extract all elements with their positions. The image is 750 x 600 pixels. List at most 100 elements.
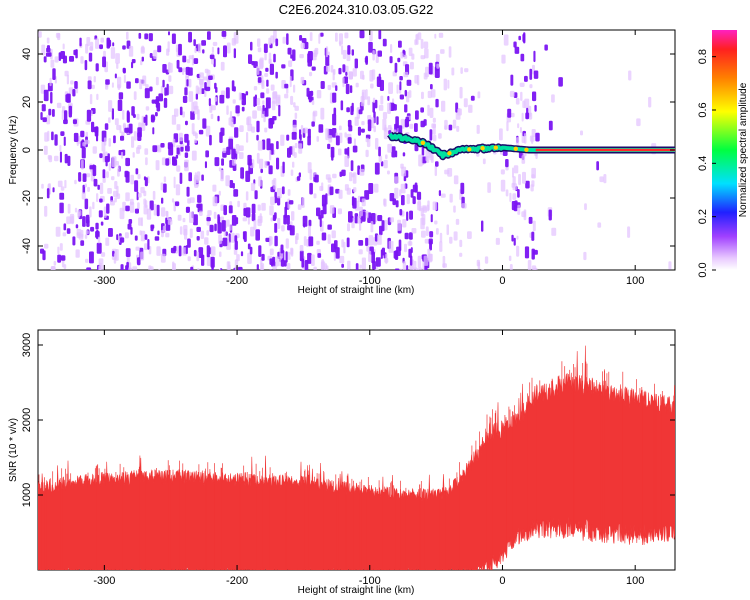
spectrogram-cell — [460, 182, 465, 195]
x-tick-label: -200 — [226, 575, 248, 587]
colorbar-tick-label: 0.6 — [697, 102, 709, 117]
spectrogram-cell — [56, 102, 62, 109]
spectrogram-cell — [455, 218, 460, 225]
spectrogram-cell — [439, 232, 443, 243]
spectrogram-cell — [257, 77, 262, 83]
spectrogram-cell — [521, 211, 526, 218]
spectrogram-cell — [309, 32, 313, 42]
spectrogram-cell — [417, 74, 420, 86]
spectrogram-cell — [221, 31, 227, 37]
spectrogram-cell — [308, 219, 312, 227]
signal-hotspot — [493, 145, 498, 150]
spectrogram-cell — [251, 213, 256, 222]
spectrogram-cell — [144, 33, 149, 40]
spectrogram-cell — [393, 250, 398, 259]
spectrogram-cell — [120, 264, 124, 270]
spectrogram-cell — [283, 214, 287, 225]
spectrogram-cell — [43, 145, 48, 155]
spectrogram-cell — [126, 81, 131, 89]
spectrogram-cell — [597, 222, 602, 228]
spectrogram-cell — [402, 152, 406, 157]
spectrogram-cell — [197, 109, 200, 121]
spectrogram-cell — [316, 90, 322, 99]
spectrogram-cell — [359, 264, 362, 269]
spectrogram-cell — [194, 183, 199, 188]
spectrogram-cell — [384, 219, 388, 231]
spectrogram-cell — [307, 51, 313, 61]
spectrogram-cell — [117, 168, 120, 177]
spectrogram-cell — [206, 217, 211, 222]
spectrogram-cell — [388, 240, 394, 253]
spectrogram-cell — [344, 132, 347, 138]
spectrogram-cell — [295, 233, 299, 241]
spectrogram-cell — [286, 215, 290, 225]
spectrogram-cell — [354, 213, 359, 224]
spectrogram-cell — [46, 188, 50, 199]
spectrogram-cell — [387, 143, 392, 153]
spectrogram-cell — [438, 133, 442, 139]
spectrogram-cell — [241, 106, 245, 112]
spectrogram-cell — [453, 231, 458, 241]
spectrogram-cell — [423, 255, 429, 266]
spectrogram-cell — [155, 76, 159, 86]
spectrogram-cell — [517, 204, 521, 215]
spectrogram-cell — [257, 204, 261, 211]
spectrogram-cell — [596, 161, 599, 171]
spectrogram-cell — [280, 244, 284, 254]
spectrogram-cell — [228, 205, 233, 214]
spectrogram-cell — [513, 165, 519, 174]
spectrogram-cell — [196, 171, 201, 181]
spectrogram-cell — [358, 249, 363, 255]
spectrogram-cell — [257, 270, 259, 281]
spectrogram-cell — [92, 165, 97, 177]
spectrogram-cell — [282, 161, 285, 174]
spectrogram-cell — [387, 170, 390, 175]
spectrogram-cell — [347, 45, 351, 55]
spectrogram-cell — [404, 89, 407, 97]
spectrogram-cell — [175, 201, 180, 207]
spectrogram-cell — [439, 241, 443, 252]
spectrogram-cell — [84, 183, 87, 188]
spectrogram-cell — [189, 211, 194, 223]
spectrogram-cell — [307, 135, 311, 146]
spectrogram-cell — [428, 238, 433, 245]
spectrogram-cell — [165, 232, 170, 238]
spectrogram-cell — [464, 68, 469, 73]
spectrogram-cell — [395, 200, 399, 208]
spectrogram-cell — [223, 205, 227, 216]
spectrogram-cell — [314, 174, 319, 183]
spectrogram-cell — [128, 219, 133, 224]
spectrogram-cell — [64, 110, 68, 121]
spectrogram-cell — [60, 255, 66, 261]
spectrogram-cell — [209, 134, 212, 146]
spectrogram-cell — [320, 261, 326, 270]
spectrogram-cell — [512, 167, 514, 178]
spectrogram-cell — [513, 41, 517, 48]
spectrogram-cell — [426, 204, 430, 212]
spectrogram-cell — [309, 71, 313, 77]
spectrogram-cell — [340, 100, 344, 111]
spectrogram-cell — [627, 226, 631, 238]
spectrogram-cell — [303, 127, 308, 134]
spectrogram-cell — [368, 250, 372, 263]
spectrogram-cell — [519, 127, 522, 133]
spectrogram-cell — [250, 41, 253, 51]
spectrogram-cell — [312, 110, 318, 117]
spectrogram-cell — [335, 85, 338, 92]
spectrogram-cell — [162, 64, 167, 73]
spectrogram-cell — [298, 143, 303, 154]
spectrogram-cell — [392, 103, 396, 109]
spectrogram-cell — [341, 169, 346, 177]
x-tick-label: -300 — [93, 575, 115, 587]
spectrogram-cell — [383, 198, 387, 207]
spectrogram-cell — [116, 62, 119, 69]
y-tick-label: 1000 — [21, 483, 33, 507]
spectrogram-cell — [385, 253, 388, 264]
spectrogram-cell — [53, 260, 57, 266]
spectrogram-cell — [526, 107, 529, 119]
spectrogram-cell — [448, 46, 452, 58]
spectrogram-cell — [63, 136, 66, 146]
spectrogram-cell — [287, 47, 292, 55]
spectrogram-cell — [300, 42, 305, 49]
spectrogram-cell — [248, 54, 253, 64]
